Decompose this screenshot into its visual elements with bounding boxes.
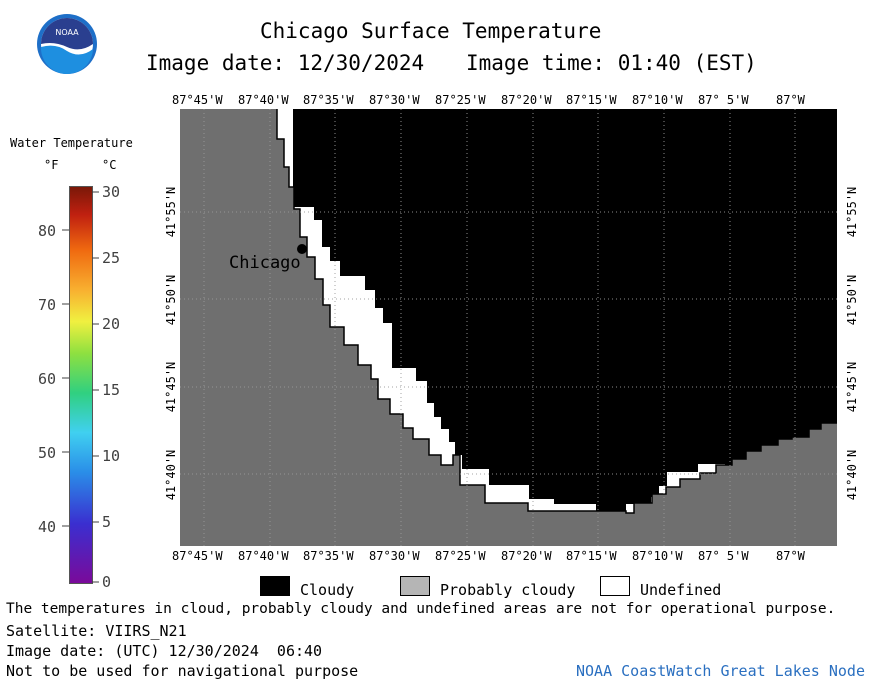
lon-label-bottom: 87°45'W — [172, 549, 223, 563]
noaa-logo: NOAA — [36, 13, 98, 75]
colorbar-title: Water Temperature — [10, 136, 133, 150]
colorbar-f-tick: 60 — [38, 370, 57, 388]
city-label-chicago: Chicago — [229, 253, 301, 273]
colorbar-f-tick: 40 — [38, 518, 57, 536]
colorbar-c-tick: 5 — [102, 513, 112, 531]
lat-label-right: 41°55'N — [845, 186, 859, 238]
lon-label-bottom: 87°20'W — [501, 549, 552, 563]
lon-label-top: 87°25'W — [435, 93, 486, 107]
chicago-marker — [297, 244, 307, 254]
colorbar-c-tick: 20 — [102, 315, 121, 333]
colorbar-c-tick: 25 — [102, 249, 121, 267]
lon-label-bottom: 87°40'W — [238, 549, 289, 563]
colorbar-c-tick: 10 — [102, 447, 121, 465]
satellite-text: Satellite: VIIRS_N21 — [6, 622, 187, 640]
image-date: Image date: 12/30/2024 — [146, 51, 425, 75]
lat-label-right: 41°40'N — [845, 449, 859, 501]
lon-label-top: 87°35'W — [303, 93, 354, 107]
coastline — [276, 109, 837, 514]
legend-undefined-swatch — [600, 576, 630, 596]
colorbar-unit-f: °F — [44, 158, 59, 172]
lon-label-bottom: 87°35'W — [303, 549, 354, 563]
map-panel — [180, 109, 837, 546]
colorbar-f-tick: 80 — [38, 222, 57, 240]
lat-label-left: 41°55'N — [164, 186, 178, 238]
legend-cloudy-label: Cloudy — [300, 581, 355, 599]
legend-cloudy-swatch — [260, 576, 290, 596]
lon-label-top: 87°10'W — [632, 93, 683, 107]
colorbar-f-tick: 50 — [38, 444, 57, 462]
lon-label-top: 87°40'W — [238, 93, 289, 107]
lon-label-bottom: 87°10'W — [632, 549, 683, 563]
colorbar-c-tick: 0 — [102, 573, 112, 591]
colorbar-unit-c: °C — [102, 158, 117, 172]
lon-label-bottom: 87°15'W — [566, 549, 617, 563]
colorbar — [69, 186, 93, 584]
graticule — [180, 109, 837, 546]
lon-label-top: 87°W — [776, 93, 805, 107]
colorbar-c-tick: 15 — [102, 381, 121, 399]
lon-label-top: 87°45'W — [172, 93, 223, 107]
page-title: Chicago Surface Temperature — [260, 19, 602, 43]
legend-probably-cloudy-label: Probably cloudy — [440, 581, 576, 599]
lon-label-top: 87°30'W — [369, 93, 420, 107]
lon-label-top: 87°15'W — [566, 93, 617, 107]
lon-label-bottom: 87°30'W — [369, 549, 420, 563]
utc-date-text: Image date: (UTC) 12/30/2024 06:40 — [6, 642, 323, 660]
legend-undefined-label: Undefined — [640, 581, 722, 599]
land-region — [180, 109, 837, 546]
lat-label-right: 41°45'N — [845, 361, 859, 413]
lon-label-bottom: 87°W — [776, 549, 805, 563]
svg-text:NOAA: NOAA — [55, 28, 79, 37]
lat-label-right: 41°50'N — [845, 274, 859, 326]
legend-probably-cloudy-swatch — [400, 576, 430, 596]
lat-label-left: 41°45'N — [164, 361, 178, 413]
lat-label-left: 41°40'N — [164, 449, 178, 501]
credit-text: NOAA CoastWatch Great Lakes Node — [576, 662, 865, 680]
lon-label-bottom: 87° 5'W — [698, 549, 749, 563]
colorbar-ticks — [62, 191, 99, 583]
disclaimer-text: The temperatures in cloud, probably clou… — [6, 601, 836, 617]
colorbar-f-tick: 70 — [38, 296, 57, 314]
lon-label-bottom: 87°25'W — [435, 549, 486, 563]
lon-label-top: 87°20'W — [501, 93, 552, 107]
image-time: Image time: 01:40 (EST) — [466, 51, 757, 75]
nav-warning-text: Not to be used for navigational purpose — [6, 662, 359, 680]
lon-label-top: 87° 5'W — [698, 93, 749, 107]
colorbar-c-tick: 30 — [102, 183, 121, 201]
lat-label-left: 41°50'N — [164, 274, 178, 326]
